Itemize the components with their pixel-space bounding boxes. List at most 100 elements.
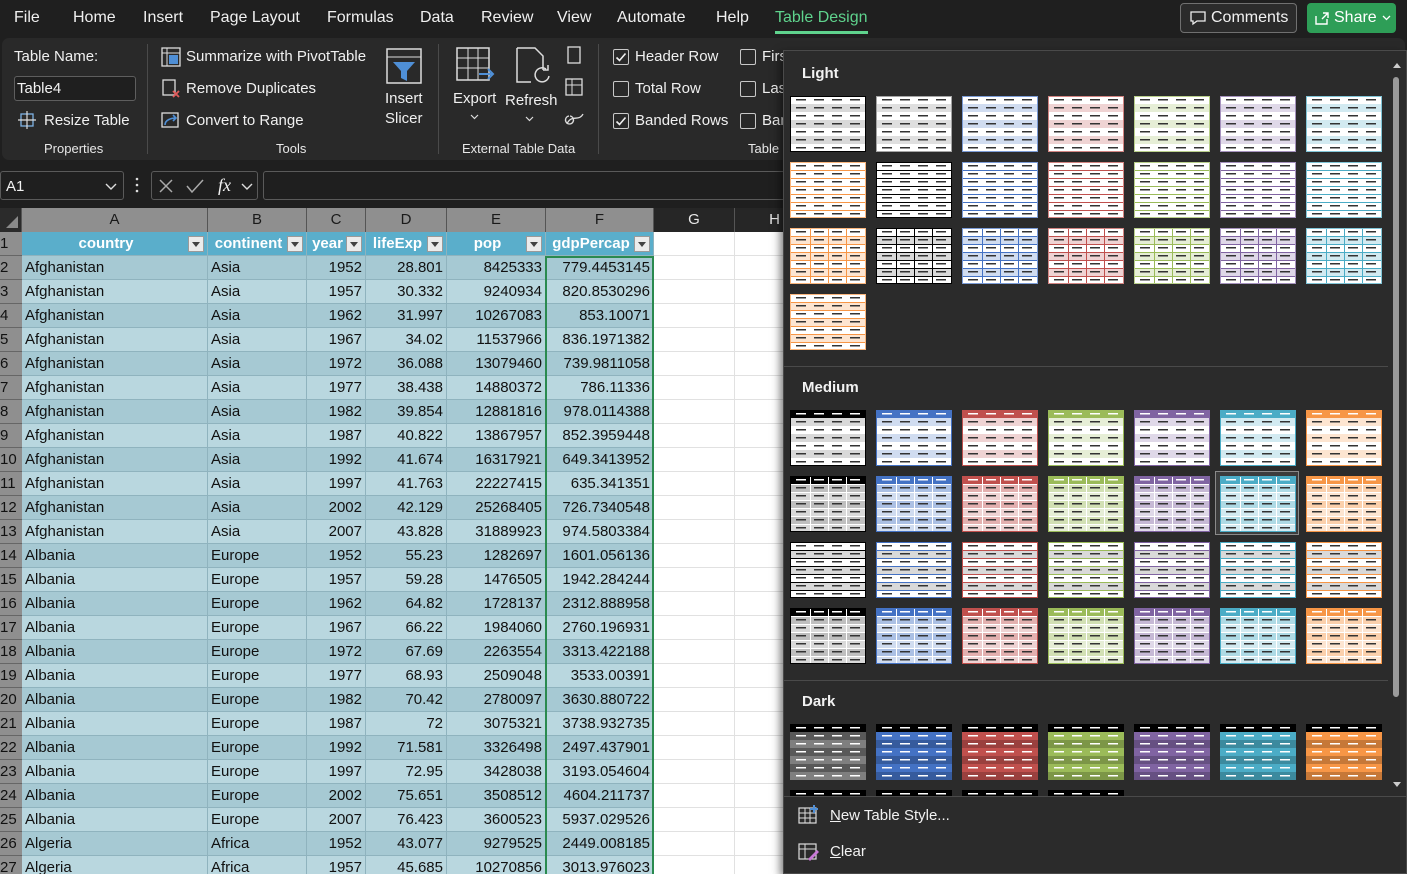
table-style-swatch[interactable] <box>1220 542 1296 598</box>
table-cell[interactable]: 68.93 <box>366 664 447 688</box>
table-cell[interactable]: 779.4453145 <box>546 256 654 280</box>
table-cell[interactable]: 41.674 <box>366 448 447 472</box>
row-header[interactable]: 11 <box>0 472 22 496</box>
table-cell[interactable]: Albania <box>22 808 208 832</box>
table-cell[interactable]: Afghanistan <box>22 328 208 352</box>
table-cell[interactable]: 3313.422188 <box>546 640 654 664</box>
table-style-swatch[interactable] <box>876 162 952 218</box>
table-cell[interactable]: 1952 <box>307 544 366 568</box>
table-cell[interactable]: 31889923 <box>447 520 546 544</box>
table-cell[interactable]: Europe <box>208 736 307 760</box>
table-cell[interactable]: Albania <box>22 664 208 688</box>
table-cell[interactable]: 2312.888958 <box>546 592 654 616</box>
table-style-swatch[interactable] <box>962 790 1038 796</box>
name-box[interactable]: A1 <box>0 171 124 200</box>
table-cell[interactable]: Afghanistan <box>22 352 208 376</box>
scroll-down[interactable] <box>1392 781 1402 789</box>
scroll-up[interactable] <box>1392 61 1402 69</box>
table-cell[interactable]: 649.3413952 <box>546 448 654 472</box>
table-cell[interactable]: 2002 <box>307 784 366 808</box>
table-cell[interactable]: Algeria <box>22 832 208 856</box>
table-cell[interactable]: 42.129 <box>366 496 447 520</box>
table-style-swatch[interactable] <box>962 608 1038 664</box>
table-cell[interactable]: Afghanistan <box>22 256 208 280</box>
checkbox[interactable] <box>613 113 629 129</box>
table-cell[interactable]: Albania <box>22 784 208 808</box>
column-header[interactable]: A <box>22 208 208 232</box>
table-name-input[interactable]: Table4 <box>14 76 136 101</box>
table-style-swatch[interactable] <box>1048 410 1124 466</box>
table-cell[interactable]: Afghanistan <box>22 496 208 520</box>
table-cell[interactable]: 72 <box>366 712 447 736</box>
table-cell[interactable]: Asia <box>208 304 307 328</box>
table-style-swatch[interactable] <box>1220 608 1296 664</box>
row-header[interactable]: 26 <box>0 832 22 856</box>
table-cell[interactable]: 3193.054604 <box>546 760 654 784</box>
table-cell[interactable]: Europe <box>208 568 307 592</box>
table-cell[interactable]: Europe <box>208 760 307 784</box>
filter-dropdown[interactable] <box>188 236 204 252</box>
table-cell[interactable]: 836.1971382 <box>546 328 654 352</box>
table-cell[interactable]: 1997 <box>307 760 366 784</box>
table-cell[interactable]: 1957 <box>307 280 366 304</box>
table-style-swatch[interactable] <box>1306 476 1382 532</box>
table-style-swatch[interactable] <box>1134 162 1210 218</box>
table-style-swatch[interactable] <box>1048 228 1124 284</box>
table-cell[interactable]: 2007 <box>307 520 366 544</box>
table-style-swatch[interactable] <box>790 294 866 350</box>
table-cell[interactable]: 1957 <box>307 568 366 592</box>
table-style-swatch[interactable] <box>962 228 1038 284</box>
table-cell[interactable]: 11537966 <box>447 328 546 352</box>
table-cell[interactable]: 43.077 <box>366 832 447 856</box>
table-cell[interactable]: Asia <box>208 448 307 472</box>
table-style-swatch[interactable] <box>1134 608 1210 664</box>
table-cell[interactable]: 635.341351 <box>546 472 654 496</box>
table-cell[interactable]: 9279525 <box>447 832 546 856</box>
insert-slicer-line[interactable]: Slicer <box>385 110 423 127</box>
table-cell[interactable]: 10267083 <box>447 304 546 328</box>
table-style-swatch[interactable] <box>1306 96 1382 152</box>
table-style-swatch[interactable] <box>1220 410 1296 466</box>
table-cell[interactable]: 1977 <box>307 376 366 400</box>
table-style-swatch[interactable] <box>790 476 866 532</box>
table-cell[interactable]: 1982 <box>307 688 366 712</box>
table-cell[interactable]: 8425333 <box>447 256 546 280</box>
refresh-button[interactable]: Refresh <box>505 92 558 109</box>
filter-dropdown[interactable] <box>526 236 542 252</box>
table-cell[interactable]: 71.581 <box>366 736 447 760</box>
table-style-swatch[interactable] <box>1220 724 1296 780</box>
table-cell[interactable]: 5937.029526 <box>546 808 654 832</box>
table-cell[interactable]: Europe <box>208 688 307 712</box>
table-cell[interactable]: 72.95 <box>366 760 447 784</box>
table-cell[interactable]: Africa <box>208 832 307 856</box>
table-cell[interactable]: Afghanistan <box>22 280 208 304</box>
menu-tab[interactable]: Data <box>420 9 454 26</box>
table-cell[interactable]: Europe <box>208 616 307 640</box>
table-cell[interactable]: Asia <box>208 280 307 304</box>
table-cell[interactable]: 1476505 <box>447 568 546 592</box>
table-cell[interactable]: Afghanistan <box>22 448 208 472</box>
resize-table-button[interactable]: Resize Table <box>44 112 130 129</box>
column-header[interactable]: B <box>208 208 307 232</box>
table-cell[interactable]: Europe <box>208 640 307 664</box>
insert-function-button[interactable]: fx <box>218 175 231 195</box>
table-cell[interactable]: Afghanistan <box>22 424 208 448</box>
row-header[interactable]: 1 <box>0 232 22 256</box>
table-cell[interactable]: 38.438 <box>366 376 447 400</box>
table-cell[interactable]: 1987 <box>307 712 366 736</box>
table-cell[interactable]: 3630.880722 <box>546 688 654 712</box>
table-cell[interactable]: 28.801 <box>366 256 447 280</box>
table-style-swatch[interactable] <box>1048 476 1124 532</box>
table-style-swatch[interactable] <box>876 96 952 152</box>
table-cell[interactable]: 1957 <box>307 856 366 874</box>
filter-dropdown[interactable] <box>427 236 443 252</box>
table-cell[interactable]: Asia <box>208 400 307 424</box>
row-header[interactable]: 24 <box>0 784 22 808</box>
convert-range-button[interactable]: Convert to Range <box>186 112 304 129</box>
table-style-swatch[interactable] <box>1134 228 1210 284</box>
row-header[interactable]: 19 <box>0 664 22 688</box>
table-cell[interactable]: Europe <box>208 784 307 808</box>
row-header[interactable]: 9 <box>0 424 22 448</box>
table-style-swatch[interactable] <box>1134 542 1210 598</box>
menu-tab[interactable]: Automate <box>617 9 686 26</box>
